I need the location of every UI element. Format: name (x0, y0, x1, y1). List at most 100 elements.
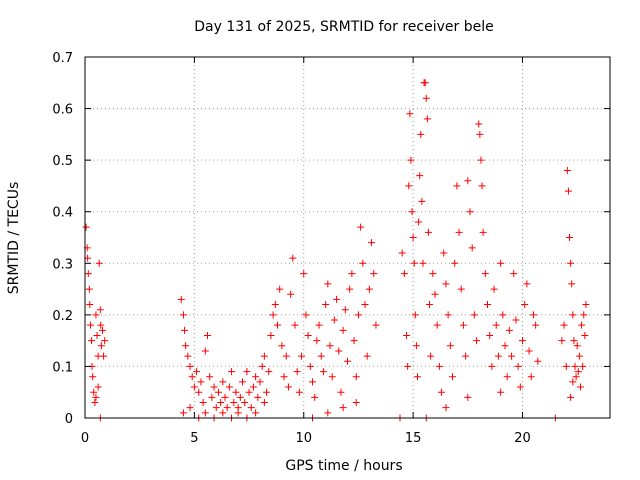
data-point (470, 311, 478, 319)
data-point (348, 270, 356, 278)
data-point (455, 228, 463, 236)
data-point (446, 342, 454, 350)
data-point (201, 347, 209, 355)
data-point (284, 383, 292, 391)
data-point (442, 404, 450, 412)
data-point (501, 342, 509, 350)
data-point (269, 311, 277, 319)
data-point (291, 321, 299, 329)
data-point (208, 393, 216, 401)
data-point (529, 311, 537, 319)
data-point (411, 311, 419, 319)
data-point (249, 383, 257, 391)
data-point (370, 270, 378, 278)
data-point (243, 368, 251, 376)
data-point (223, 404, 231, 412)
data-point (365, 285, 373, 293)
data-point (199, 399, 207, 407)
data-point (309, 378, 316, 386)
data-point (201, 409, 209, 417)
data-point (247, 404, 255, 412)
plot-frame (84, 56, 611, 419)
data-point (287, 290, 295, 298)
data-point (333, 295, 341, 303)
data-point (478, 182, 486, 190)
data-point (449, 373, 456, 381)
data-point (479, 228, 487, 236)
data-point (406, 110, 414, 118)
data-point (195, 388, 203, 396)
data-point (451, 259, 459, 267)
data-point (514, 362, 522, 370)
data-point (410, 259, 418, 267)
data-point (468, 244, 476, 252)
data-point (339, 404, 347, 412)
data-point (462, 352, 470, 360)
data-point (573, 342, 581, 350)
data-point (477, 156, 485, 164)
data-point (569, 311, 577, 319)
data-point (422, 94, 430, 102)
data-point (300, 270, 308, 278)
data-point (263, 388, 271, 396)
data-point (278, 342, 286, 350)
data-point (254, 393, 262, 401)
data-point (100, 352, 108, 360)
data-point (260, 399, 268, 407)
data-point (464, 177, 472, 185)
data-point (217, 399, 225, 407)
data-point (282, 352, 290, 360)
data-point (82, 223, 90, 231)
data-point (93, 331, 101, 339)
data-point (193, 368, 201, 376)
data-point (416, 172, 424, 180)
data-point (521, 301, 529, 309)
data-point (519, 337, 526, 345)
data-point (576, 383, 584, 391)
data-point (182, 342, 190, 350)
data-point (405, 182, 413, 190)
data-point (271, 301, 279, 309)
data-point (497, 388, 505, 396)
data-point (95, 259, 103, 267)
data-point (421, 79, 429, 87)
data-point (232, 388, 240, 396)
data-point (415, 218, 423, 226)
data-point (534, 357, 542, 365)
data-point (567, 393, 575, 401)
data-point (252, 373, 260, 381)
x-axis-title: GPS time / hours (285, 458, 402, 474)
data-point (408, 208, 416, 216)
data-point (84, 270, 92, 278)
data-point (572, 373, 580, 381)
data-point (322, 301, 330, 309)
data-point (252, 409, 260, 417)
data-point (424, 228, 432, 236)
data-point (186, 404, 194, 412)
data-point (431, 290, 439, 298)
data-point (578, 321, 586, 329)
y-tick-label: 0.4 (52, 206, 73, 221)
data-point (317, 352, 325, 360)
data-point (197, 378, 205, 386)
data-point (267, 331, 275, 339)
data-point (558, 337, 566, 345)
data-point (234, 404, 242, 412)
data-point (280, 373, 288, 381)
data-point (409, 234, 417, 241)
data-point (459, 321, 467, 329)
data-point (569, 378, 577, 386)
data-point (564, 187, 572, 195)
data-point (206, 373, 214, 381)
data-point (499, 311, 507, 319)
data-point (503, 373, 511, 381)
data-point (361, 301, 369, 309)
data-point (505, 326, 513, 334)
data-point (256, 378, 264, 386)
data-point (579, 362, 587, 370)
data-point (570, 337, 578, 345)
x-tick-label: 20 (514, 431, 531, 446)
data-point (433, 321, 441, 329)
y-tick-label: 0.3 (52, 257, 73, 272)
data-point (350, 337, 358, 345)
